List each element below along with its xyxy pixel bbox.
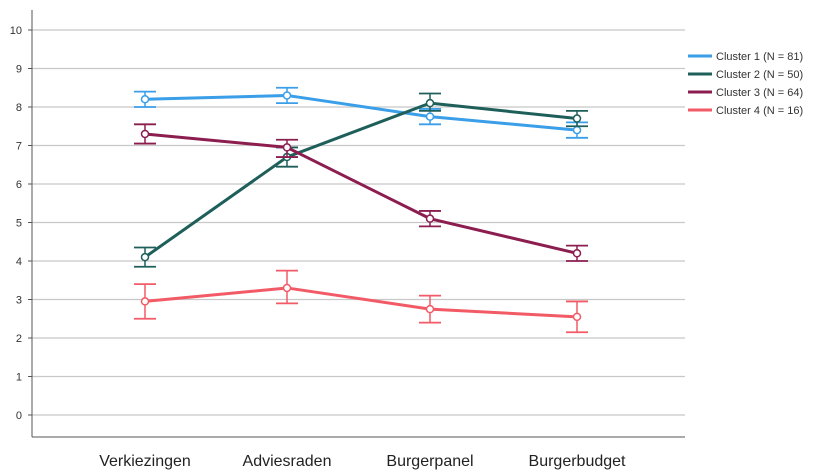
data-point <box>572 312 582 322</box>
series-1 <box>134 86 588 139</box>
legend-label: Cluster 3 (N = 64) <box>716 87 803 99</box>
series-line <box>143 286 579 319</box>
series-4 <box>134 269 588 334</box>
x-tick-label: Verkiezingen <box>99 453 191 470</box>
y-tick-labels: 0 1 2 3 4 5 6 7 8 9 10 <box>10 25 32 422</box>
data-point <box>282 143 292 152</box>
legend-label: Cluster 1 (N = 81) <box>716 51 803 63</box>
data-point <box>425 98 435 108</box>
series-line <box>143 93 579 132</box>
y-tick-label: 0 <box>16 410 22 422</box>
y-tick-label: 9 <box>16 64 22 76</box>
y-tick-label: 4 <box>16 256 22 268</box>
data-point <box>572 125 582 135</box>
data-point <box>140 129 150 139</box>
data-point <box>282 91 292 100</box>
y-tick-label: 7 <box>16 141 22 153</box>
data-point <box>282 283 292 293</box>
data-point <box>425 112 435 121</box>
x-tick-label: Burgerbudget <box>529 453 627 470</box>
data-point <box>140 297 150 306</box>
y-tick-label: 2 <box>16 333 22 345</box>
y-tick-label: 3 <box>16 295 22 307</box>
y-tick-label: 5 <box>16 218 22 230</box>
x-tick-label: Adviesraden <box>243 453 332 470</box>
series-line <box>143 132 579 255</box>
x-tick-label: Burgerpanel <box>386 453 473 470</box>
legend: Cluster 1 (N = 81) Cluster 2 (N = 50) Clus… <box>688 51 803 117</box>
data-point <box>425 214 435 223</box>
y-tick-label: 10 <box>10 25 22 37</box>
series-2 <box>134 92 588 268</box>
y-tick-label: 8 <box>16 102 22 114</box>
series-line <box>143 101 579 259</box>
series-group <box>134 86 588 334</box>
legend-label: Cluster 4 (N = 16) <box>716 105 803 117</box>
series-3 <box>134 123 588 262</box>
data-point <box>572 114 582 123</box>
y-tick-label: 6 <box>16 179 22 191</box>
legend-label: Cluster 2 (N = 50) <box>716 69 803 81</box>
data-point <box>572 249 582 258</box>
x-tick-labels: Verkiezingen Adviesraden Burgerpanel Burger… <box>99 453 626 470</box>
data-point <box>140 95 150 104</box>
y-tick-label: 1 <box>16 372 22 384</box>
grid-lines <box>32 29 685 416</box>
data-point <box>425 304 435 314</box>
data-point <box>140 252 150 262</box>
